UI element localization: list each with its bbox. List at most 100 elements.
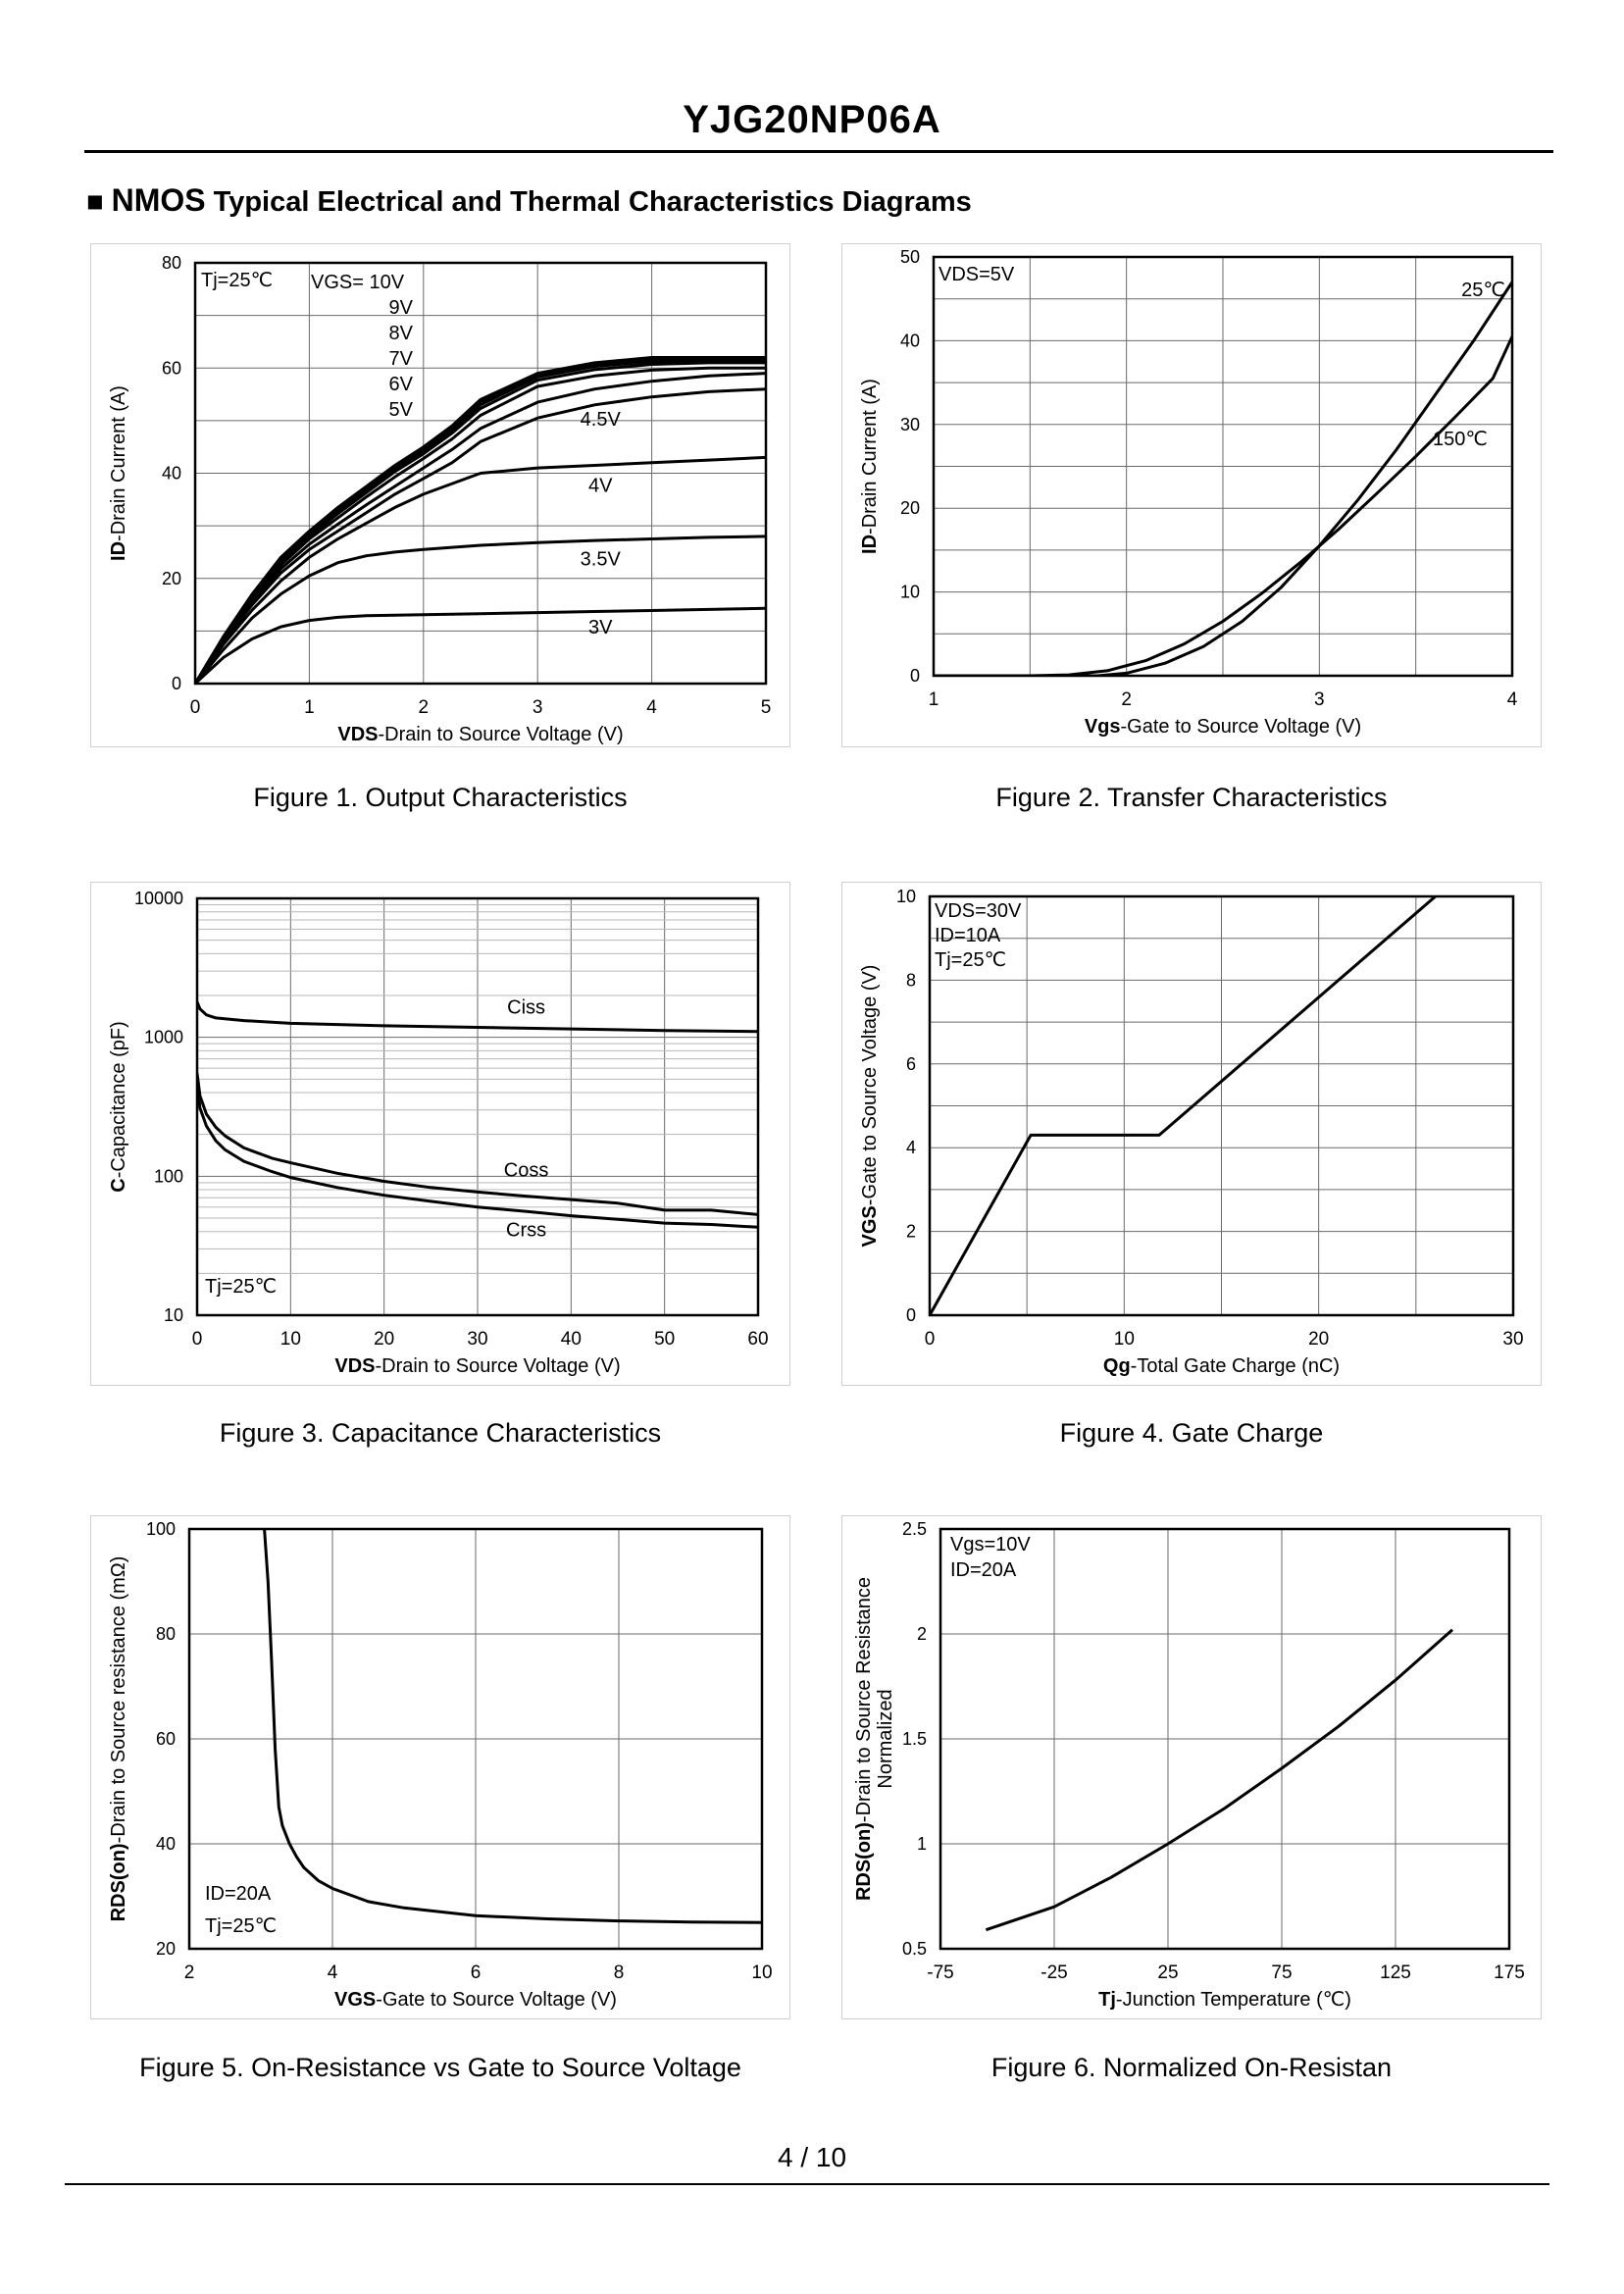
figure5-caption: Figure 5. On-Resistance vs Gate to Sourc… <box>139 2053 741 2082</box>
x-tick-label: 75 <box>1271 1963 1292 1983</box>
x-tick-label: -25 <box>1040 1963 1067 1983</box>
series-group <box>263 1529 762 1924</box>
y-tick-label: 20 <box>156 1939 176 1959</box>
y-tick-label: 0.5 <box>902 1939 927 1959</box>
y-tick-label: 30 <box>900 415 920 434</box>
legend-text: 7V <box>389 348 414 370</box>
y-tick-label: 80 <box>156 1624 176 1644</box>
curve-label: Coss <box>504 1159 549 1181</box>
series-line-4v <box>195 455 766 684</box>
capacitance-chart: 0 10 20 30 40 50 60 10 100 1000 10000 VDS-Drain to … <box>108 889 769 1377</box>
legend-text: Tj=25℃ <box>935 949 1006 971</box>
y-tick-label: 60 <box>162 358 181 378</box>
y-tick-label: 80 <box>162 253 181 273</box>
series-line-vgs <box>930 896 1437 1315</box>
output-characteristics-chart: 0 1 2 3 4 5 0 20 40 60 80 VDS-Drain to Source Volta… <box>108 253 772 745</box>
document-title: YJG20NP06A <box>683 98 941 141</box>
y-axis-title-line2: Normalized <box>875 1689 896 1788</box>
y-tick-label: 2 <box>906 1222 916 1242</box>
figure6-panel: -75 -25 25 75 125 175 0.5 1 1.5 2 2.5 Tj-Junction T… <box>841 1515 1542 2019</box>
footer-rule <box>65 2183 1549 2185</box>
legend-text: Tj=25℃ <box>205 1276 277 1298</box>
y-axis-title: RDS(on)-Drain to Source Resistance <box>853 1577 875 1901</box>
series-group <box>930 896 1437 1315</box>
series-line-150 <box>934 335 1512 676</box>
x-tick-label: 4 <box>646 697 657 718</box>
y-tick-label: 50 <box>900 247 920 267</box>
y-tick-label: 1.5 <box>902 1729 927 1749</box>
section-title: Typical Electrical and Thermal Character… <box>213 186 972 218</box>
x-tick-label: -75 <box>927 1963 953 1983</box>
series-group <box>934 280 1512 676</box>
x-axis-title: VDS-Drain to Source Voltage (V) <box>334 1355 620 1377</box>
y-tick-label: 6 <box>906 1054 916 1074</box>
plot-frame <box>928 894 1515 1317</box>
legend-text: 5V <box>389 399 414 421</box>
x-tick-label: 125 <box>1380 1963 1411 1983</box>
legend-text: VDS=30V <box>935 900 1022 922</box>
figure2-panel: 1 2 3 4 0 10 20 30 40 50 Vgs-Gate to Source Voltag… <box>841 243 1542 747</box>
section-heading: ■ NMOS Typical Electrical and Thermal Ch… <box>86 182 972 219</box>
legend-text: ID=20A <box>950 1559 1017 1581</box>
x-axis-title: Vgs-Gate to Source Voltage (V) <box>1085 716 1361 738</box>
y-tick-label: 10000 <box>134 889 183 908</box>
curve-label: 4V <box>588 475 613 496</box>
figure5-panel: 2 4 6 8 10 20 40 60 80 100 VGS-Gate to Source Volt… <box>90 1515 790 2019</box>
figure3-caption: Figure 3. Capacitance Characteristics <box>219 1418 662 1448</box>
normalized-on-resistance-chart: -75 -25 25 75 125 175 0.5 1 1.5 2 2.5 Tj-Junction T… <box>853 1519 1525 2011</box>
x-tick-label: 3 <box>1314 689 1325 710</box>
figure1-panel: 0 1 2 3 4 5 0 20 40 60 80 VDS-Drain to Source Volta… <box>90 243 790 747</box>
x-tick-label: 10 <box>751 1963 772 1983</box>
y-axis-title: RDS(on)-Drain to Source resistance (mΩ) <box>108 1556 129 1922</box>
series-line-5v <box>195 372 766 684</box>
x-tick-label: 10 <box>280 1329 301 1350</box>
figure6-caption: Figure 6. Normalized On-Resistan <box>990 2053 1393 2082</box>
plot-frame <box>193 261 768 686</box>
x-tick-label: 40 <box>561 1329 582 1350</box>
page-number: 4 / 10 <box>777 2142 847 2172</box>
y-tick-label: 0 <box>906 1305 916 1325</box>
legend-text: Tj=25℃ <box>205 1915 277 1937</box>
series-line-crss <box>197 1082 758 1229</box>
series-line-rdson <box>263 1529 762 1924</box>
legend-text: ID=10A <box>935 925 1001 946</box>
plot-frame <box>195 896 760 1317</box>
plot-frame <box>932 255 1514 678</box>
y-tick-label: 1 <box>917 1834 927 1854</box>
y-tick-label: 1000 <box>144 1028 183 1047</box>
x-tick-label: 1 <box>304 697 315 718</box>
series-line-normalized <box>985 1628 1453 1932</box>
y-axis-title: VGS-Gate to Source Voltage (V) <box>859 965 881 1248</box>
x-tick-label: 1 <box>929 689 939 710</box>
figure4-caption: Figure 4. Gate Charge <box>1059 1418 1324 1448</box>
header-rule <box>84 150 1553 153</box>
x-tick-label: 8 <box>614 1963 625 1983</box>
x-tick-label: 25 <box>1157 1963 1178 1983</box>
x-tick-label: 30 <box>1502 1329 1523 1350</box>
x-tick-label: 2 <box>419 697 430 718</box>
y-tick-label: 40 <box>900 331 920 350</box>
x-tick-label: 5 <box>761 697 772 718</box>
curve-label: Ciss <box>507 997 545 1019</box>
x-tick-label: 10 <box>1114 1329 1135 1350</box>
y-tick-label: 4 <box>906 1138 916 1157</box>
section-marker: ■ <box>86 186 104 218</box>
x-tick-label: 50 <box>654 1329 675 1350</box>
y-tick-label: 10 <box>900 583 920 602</box>
y-tick-label: 100 <box>146 1519 176 1539</box>
series-line-3v <box>195 606 766 684</box>
x-tick-label: 30 <box>467 1329 487 1350</box>
legend-text: VDS=5V <box>939 264 1015 285</box>
legend-text: 9V <box>389 297 414 319</box>
x-tick-label: 3 <box>533 697 543 718</box>
y-tick-label: 100 <box>154 1166 183 1186</box>
x-tick-label: 6 <box>471 1963 482 1983</box>
x-axis-title: Tj-Junction Temperature (℃) <box>1098 1989 1351 2011</box>
curve-label: 25℃ <box>1461 280 1505 301</box>
x-tick-label: 2 <box>184 1963 195 1983</box>
y-tick-label: 10 <box>896 887 916 906</box>
curve-label: 4.5V <box>581 409 622 431</box>
y-tick-label: 40 <box>162 464 181 484</box>
x-tick-label: 0 <box>925 1329 936 1350</box>
y-tick-label: 10 <box>164 1305 183 1325</box>
